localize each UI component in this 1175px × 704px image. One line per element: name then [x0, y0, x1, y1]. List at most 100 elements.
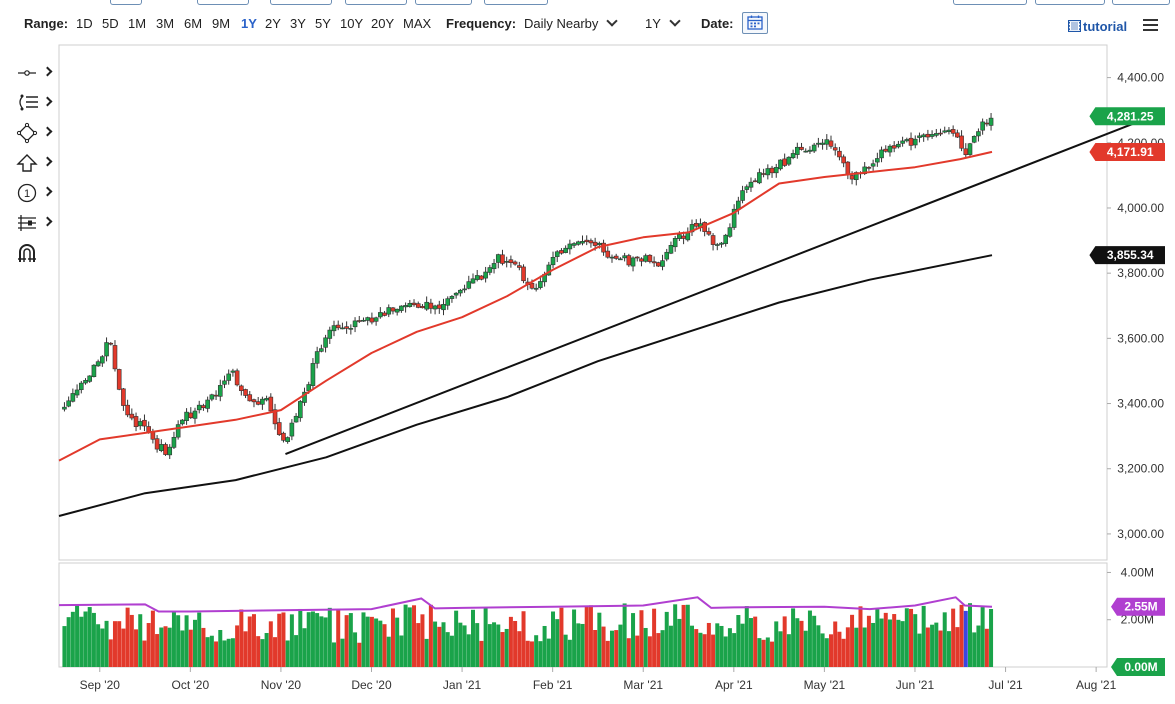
crosshair-tool[interactable]: [14, 62, 54, 84]
candle-body: [449, 296, 455, 299]
volume-bar: [306, 612, 311, 667]
range-1m[interactable]: 1M: [128, 16, 147, 31]
candle-body: [529, 282, 535, 289]
candle-body: [963, 148, 969, 156]
range-10y[interactable]: 10Y: [340, 16, 364, 31]
top-button-stub[interactable]: [110, 0, 142, 5]
range-9m[interactable]: 9M: [212, 16, 231, 31]
candle-body: [209, 394, 215, 400]
volume-bar: [222, 640, 227, 667]
volume-bar: [673, 604, 678, 667]
candle-body: [356, 320, 362, 322]
candle-body: [976, 131, 981, 137]
range-1d[interactable]: 1D: [76, 16, 93, 31]
volume-bar: [820, 633, 825, 667]
candle-body: [773, 167, 779, 174]
range-6m[interactable]: 6M: [184, 16, 203, 31]
candle-body: [588, 240, 594, 244]
volume-bar: [576, 623, 581, 667]
candle-body: [378, 312, 383, 318]
candle-body: [950, 129, 956, 134]
volume-bar: [875, 609, 880, 667]
frequency-select[interactable]: Daily Nearby: [524, 15, 619, 31]
candle-body: [946, 129, 952, 132]
volume-bar: [129, 614, 134, 667]
candle-body: [112, 345, 118, 370]
fibonacci-tool[interactable]: [14, 92, 54, 114]
top-button-stub[interactable]: [415, 0, 472, 5]
volume-bar: [871, 622, 876, 667]
volume-bar: [631, 613, 636, 667]
range-1y[interactable]: 1Y: [241, 16, 257, 31]
volume-bar: [496, 624, 501, 667]
volume-bar: [230, 638, 235, 667]
range-2y[interactable]: 2Y: [265, 16, 281, 31]
volume-bar: [155, 634, 160, 667]
candle-body: [681, 235, 686, 239]
volume-bar: [378, 620, 383, 667]
volume-bar: [829, 634, 834, 667]
tutorial-link[interactable]: tutorial: [1067, 19, 1127, 34]
range-max[interactable]: MAX: [403, 16, 432, 31]
candle-body: [428, 302, 434, 309]
period-select[interactable]: 1Y: [645, 15, 681, 31]
candle-body: [533, 287, 539, 290]
volume-bar: [285, 640, 290, 667]
frequency-label: Frequency:: [446, 16, 517, 31]
volume-bar: [765, 637, 770, 667]
candle-body: [91, 364, 97, 377]
range-20y[interactable]: 20Y: [371, 16, 395, 31]
range-3m[interactable]: 3M: [156, 16, 175, 31]
volume-bar: [879, 618, 884, 667]
top-button-stub[interactable]: [270, 0, 332, 5]
magnet-icon: [18, 244, 36, 262]
candle-body: [222, 380, 227, 385]
candle-body: [761, 173, 766, 175]
shapes-tool[interactable]: [14, 122, 54, 144]
range-5d[interactable]: 5D: [102, 16, 119, 31]
candle-body: [571, 243, 577, 246]
volume-bar: [580, 623, 585, 667]
top-button-stub[interactable]: [345, 0, 407, 5]
counter-tool[interactable]: 1: [14, 182, 54, 204]
volume-bar: [748, 618, 753, 667]
volume-bar: [525, 640, 530, 667]
top-button-stub[interactable]: [484, 0, 548, 5]
volume-bar: [466, 634, 471, 667]
volume-bar: [146, 623, 151, 667]
price-tick-label: 3,400.00: [1117, 397, 1164, 411]
top-button-stub[interactable]: [1112, 0, 1170, 5]
candle-body: [613, 255, 619, 259]
candle-body: [104, 342, 109, 357]
volume-bar: [753, 616, 758, 667]
candle-body: [517, 265, 522, 268]
price-tick-label: 3,800.00: [1117, 266, 1164, 280]
volume-bar: [816, 625, 821, 667]
candle-body: [853, 172, 859, 181]
hamburger-menu-icon[interactable]: [1143, 19, 1158, 34]
volume-bar: [336, 608, 341, 667]
candle-body: [163, 444, 168, 455]
top-button-stub[interactable]: [1035, 0, 1105, 5]
range-5y[interactable]: 5Y: [315, 16, 331, 31]
volume-tick-label: 4.00M: [1121, 565, 1154, 579]
arrow-tool[interactable]: [14, 152, 54, 174]
candle-body: [196, 404, 202, 411]
volume-bar: [218, 629, 223, 667]
magnet-tool[interactable]: [14, 242, 54, 264]
candle-body: [184, 411, 189, 421]
range-3y[interactable]: 3Y: [290, 16, 306, 31]
calendar-button[interactable]: [742, 12, 768, 34]
candle-body: [908, 137, 914, 146]
top-button-stub[interactable]: [953, 0, 1027, 5]
top-button-stub[interactable]: [197, 0, 249, 5]
measure-tool[interactable]: [14, 212, 54, 234]
candle-body: [643, 255, 648, 262]
candle-body: [719, 242, 724, 245]
candle-body: [129, 413, 135, 419]
volume-bar: [913, 614, 918, 667]
candle-body: [984, 122, 990, 125]
volume-bar: [803, 630, 808, 667]
volume-bar: [315, 613, 320, 667]
